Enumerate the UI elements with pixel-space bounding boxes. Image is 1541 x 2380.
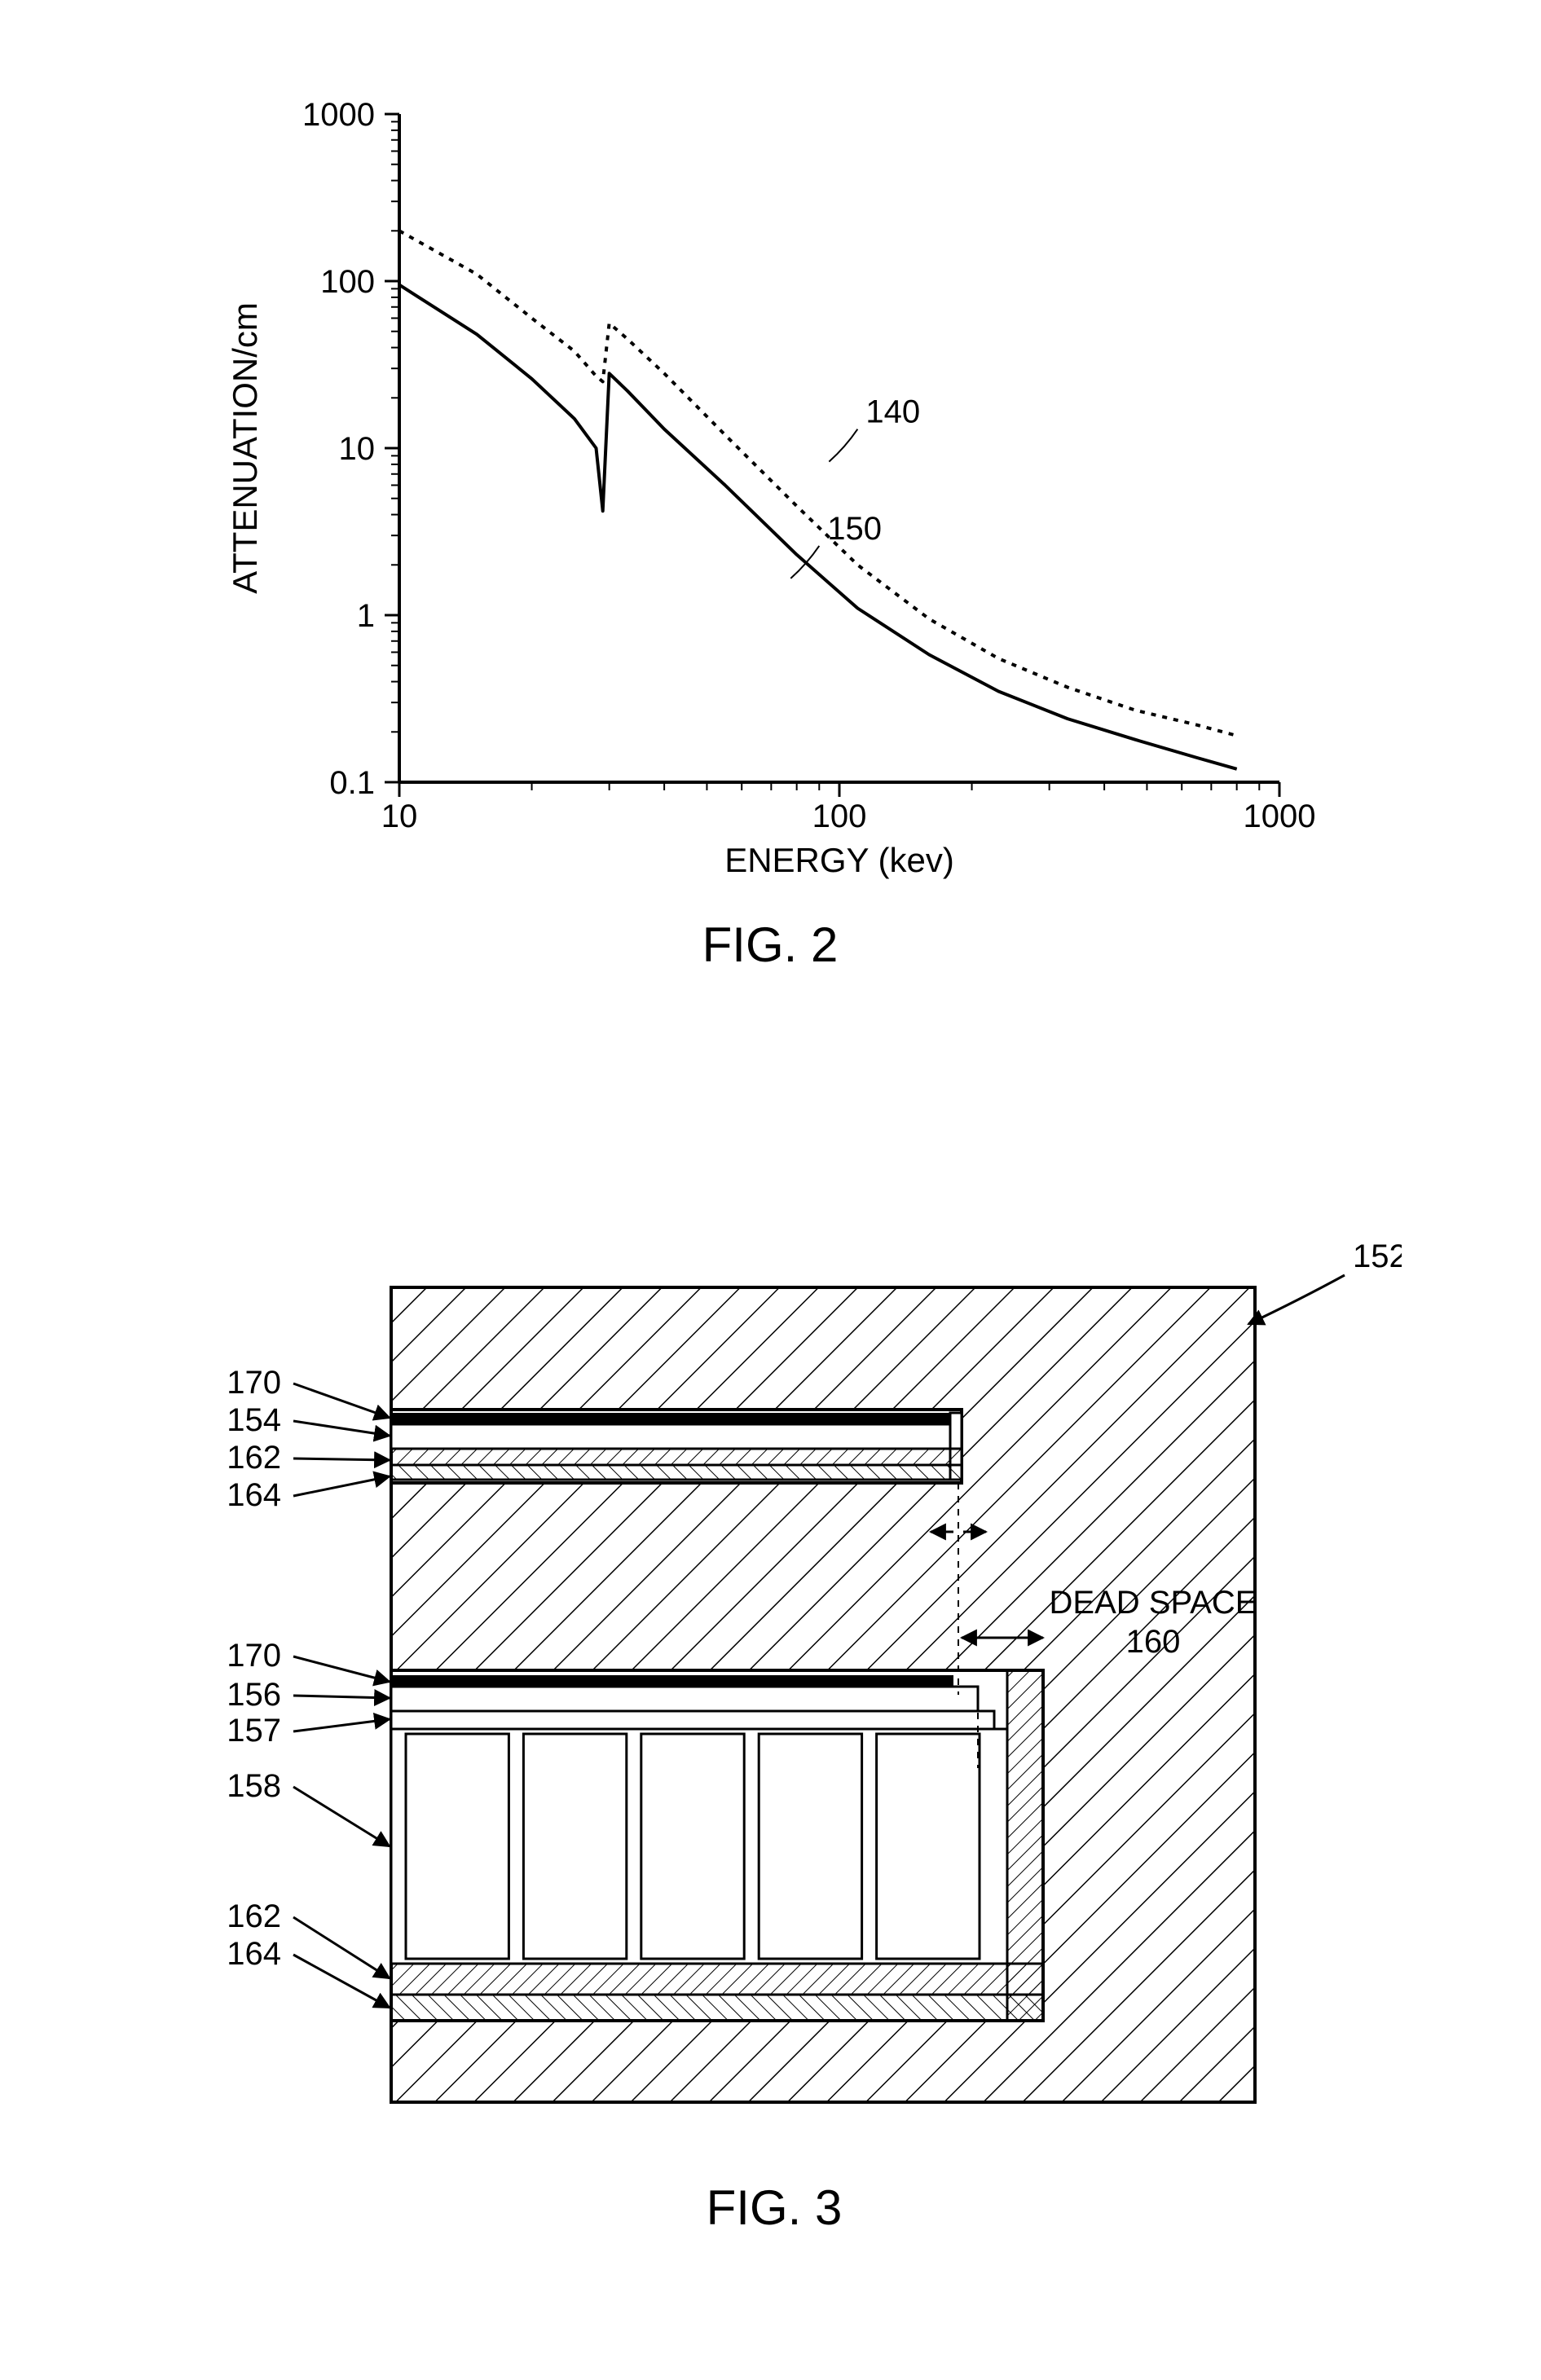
svg-text:164: 164	[227, 1936, 281, 1972]
svg-text:152: 152	[1353, 1238, 1402, 1274]
svg-text:ATTENUATION/cm: ATTENUATION/cm	[226, 302, 264, 594]
svg-text:164: 164	[227, 1477, 281, 1513]
fig3-wrap: 152DEAD SPACE160170154162164170156157158…	[147, 1214, 1402, 2236]
svg-text:1000: 1000	[1244, 798, 1316, 834]
svg-text:10: 10	[381, 798, 418, 834]
svg-text:140: 140	[865, 394, 920, 430]
svg-text:156: 156	[227, 1677, 281, 1713]
svg-text:162: 162	[227, 1440, 281, 1476]
svg-text:158: 158	[227, 1768, 281, 1804]
svg-text:150: 150	[827, 511, 882, 547]
svg-text:157: 157	[227, 1713, 281, 1749]
svg-text:162: 162	[227, 1898, 281, 1934]
svg-text:170: 170	[227, 1638, 281, 1674]
fig2-chart: 10 100 1000 0.1 1 10 100 1000 ENERGY (kev) ATTENU…	[212, 90, 1328, 888]
svg-text:1000: 1000	[302, 97, 375, 133]
page: 10 100 1000 0.1 1 10 100 1000 ENERGY (kev) ATTENU…	[0, 0, 1541, 2380]
fig2-wrap: 10 100 1000 0.1 1 10 100 1000 ENERGY (kev) ATTENU…	[212, 90, 1328, 973]
svg-text:170: 170	[227, 1365, 281, 1401]
svg-text:0.1: 0.1	[329, 765, 375, 801]
svg-text:1: 1	[357, 598, 375, 634]
fig3-diagram: 152DEAD SPACE160170154162164170156157158…	[147, 1214, 1402, 2151]
svg-text:ENERGY (kev): ENERGY (kev)	[724, 841, 954, 879]
fig3-caption: FIG. 3	[147, 2180, 1402, 2236]
svg-text:10: 10	[339, 431, 376, 467]
fig2-caption: FIG. 2	[212, 917, 1328, 973]
svg-text:154: 154	[227, 1402, 281, 1438]
svg-text:DEAD SPACE: DEAD SPACE	[1050, 1585, 1257, 1621]
svg-text:100: 100	[320, 264, 375, 300]
svg-text:160: 160	[1126, 1624, 1181, 1660]
svg-text:100: 100	[812, 798, 867, 834]
